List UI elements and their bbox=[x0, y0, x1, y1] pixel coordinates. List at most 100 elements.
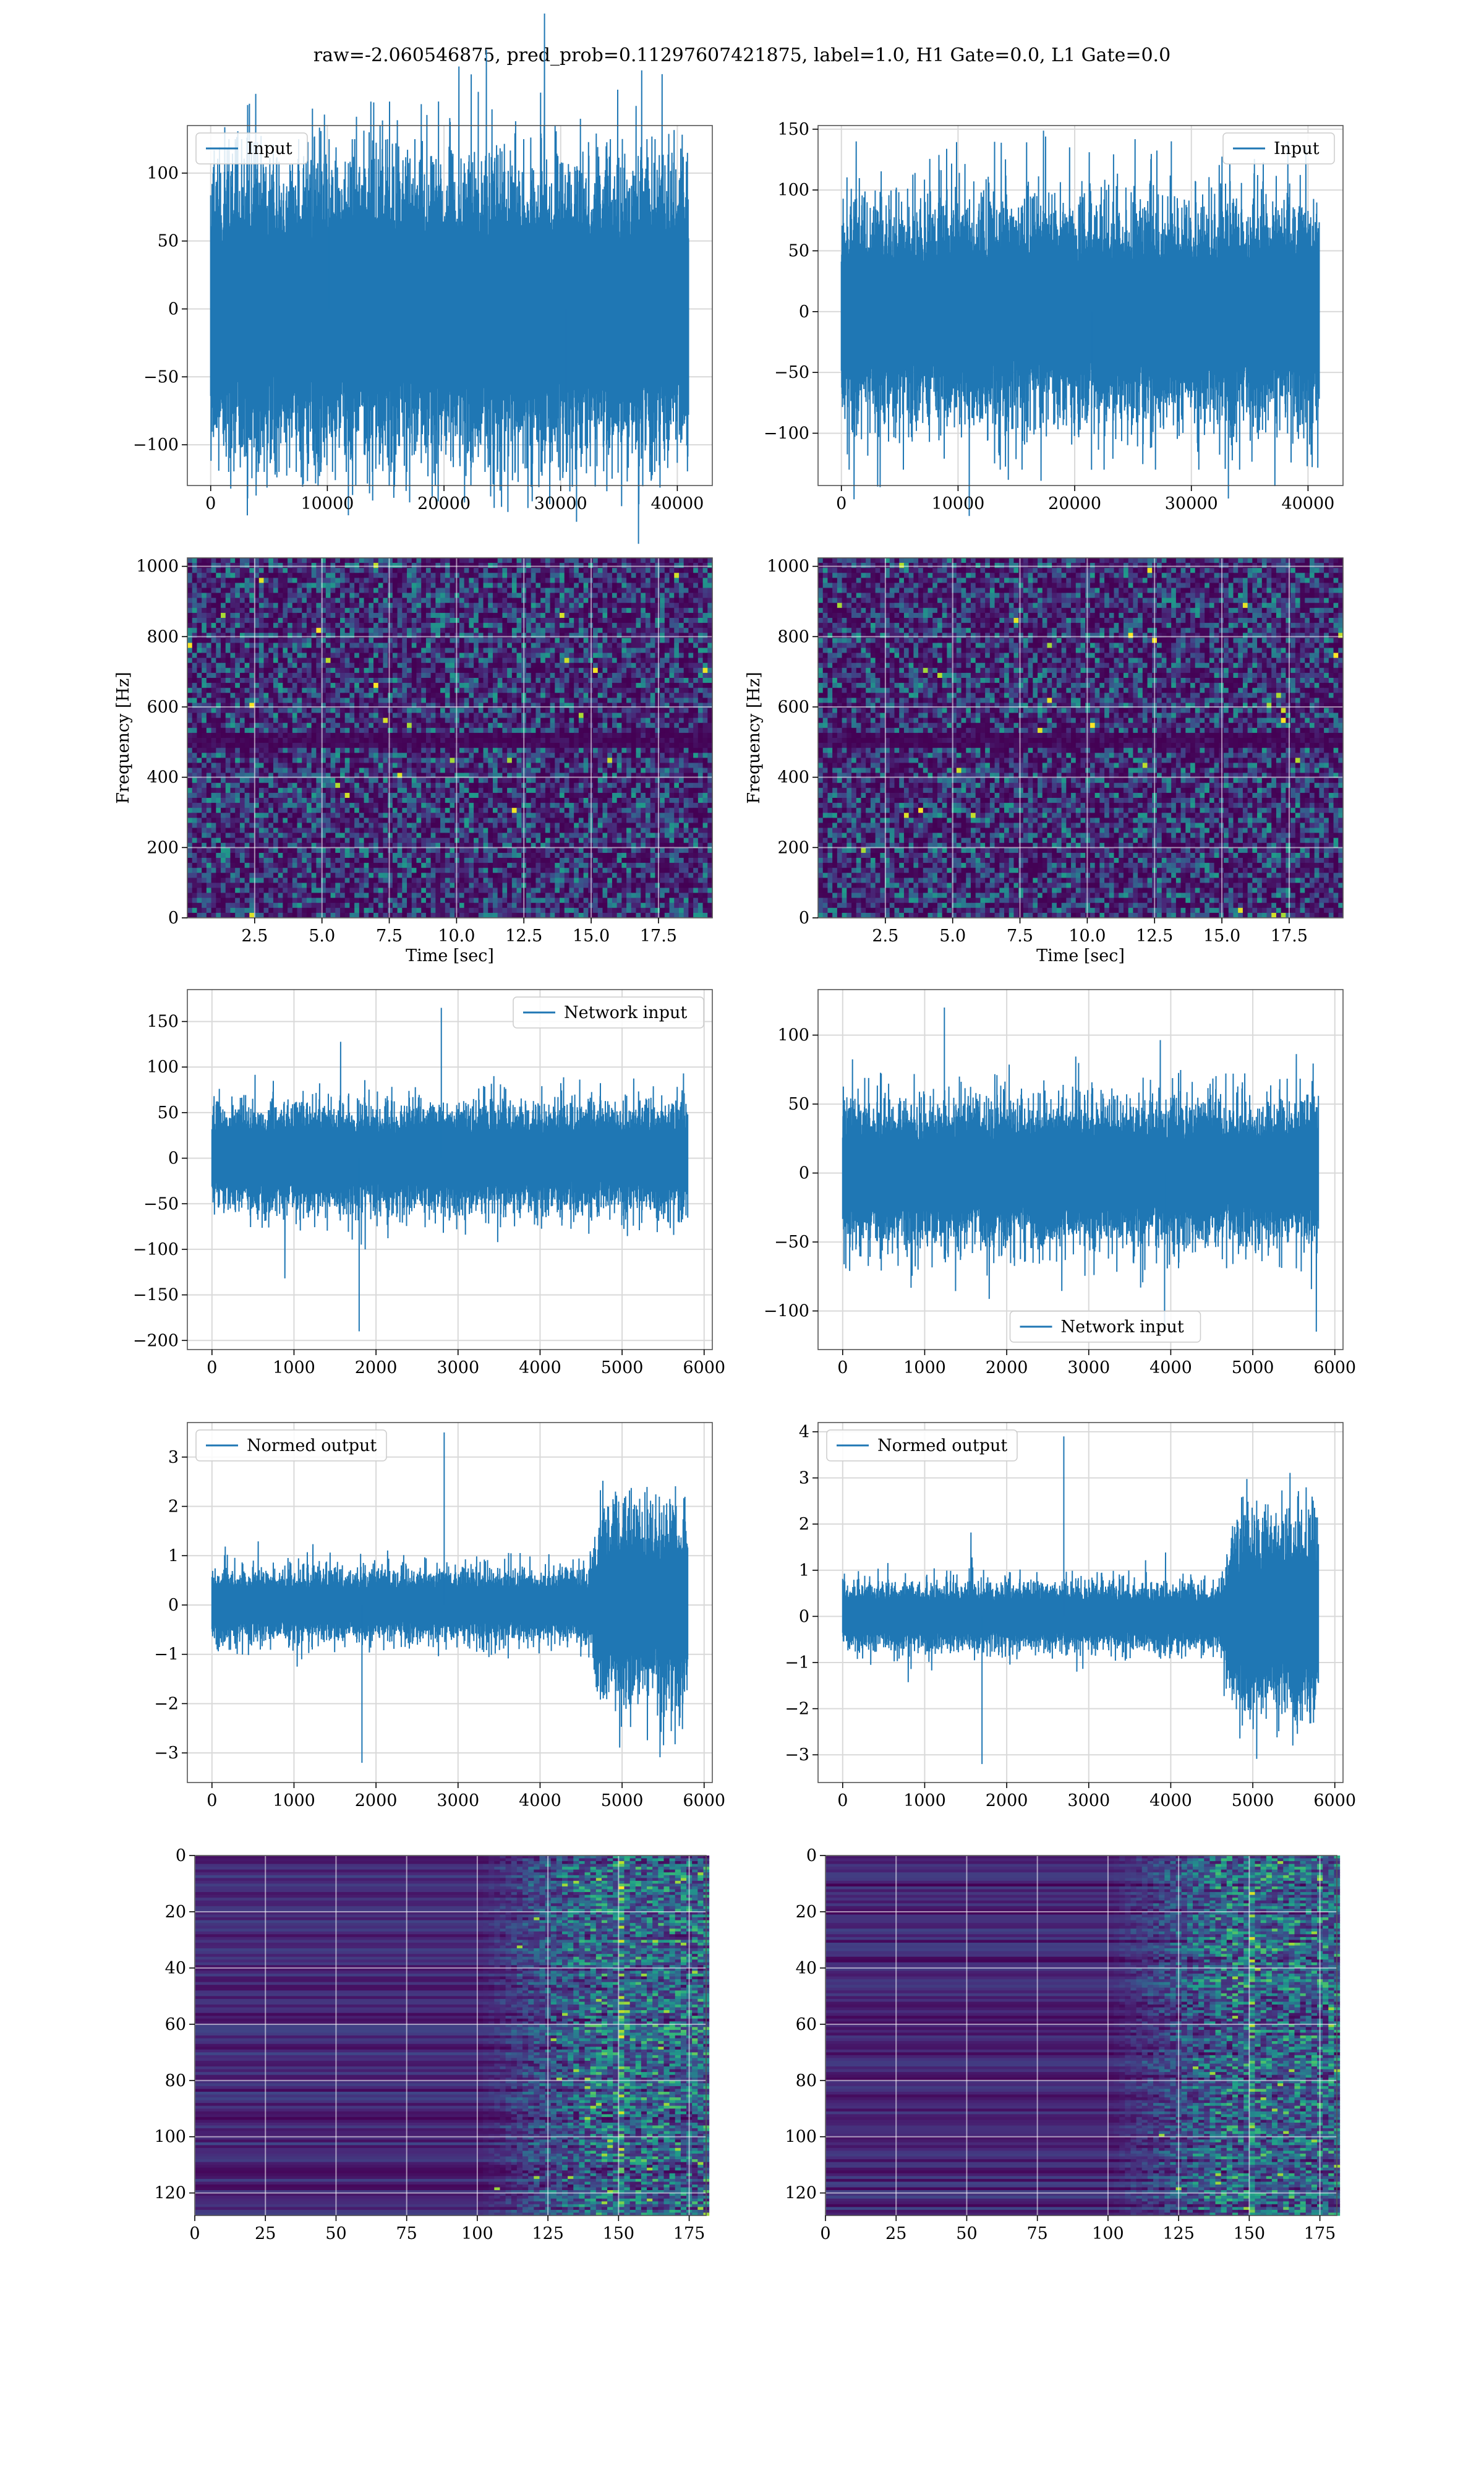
h1-normed-output-xtick-label: 1000 bbox=[273, 1791, 315, 1810]
h1-network-input-legend-label: Network input bbox=[564, 1003, 687, 1022]
h1-network-input-ytick-label: −100 bbox=[133, 1240, 179, 1259]
h1-feature-map-xtick-label: 50 bbox=[325, 2224, 346, 2243]
h1-normed-output-frame bbox=[187, 1422, 713, 1783]
l1-feature-map-frame bbox=[825, 1855, 1337, 2216]
l1-normed-output-xtick-label: 3000 bbox=[1067, 1791, 1110, 1810]
h1-normed-output-ytick-label: −2 bbox=[154, 1694, 179, 1713]
l1-spectrogram-ytick-label: 400 bbox=[777, 768, 809, 787]
l1-spectrogram-xlabel: Time [sec] bbox=[1036, 946, 1125, 965]
l1-network-input-ytick-label: 50 bbox=[788, 1095, 809, 1114]
h1-spectrogram-xtick-label: 2.5 bbox=[241, 927, 268, 946]
h1-normed-output-ytick-label: 0 bbox=[168, 1596, 179, 1615]
h1-input-ytick-label: −50 bbox=[143, 367, 179, 387]
l1-network-input-frame bbox=[817, 989, 1344, 1350]
h1-spectrogram-frame bbox=[187, 557, 713, 918]
h1-input-series-line bbox=[210, 13, 689, 544]
h1-spectrogram-xtick-label: 12.5 bbox=[505, 927, 542, 946]
l1-network-input-ytick-label: −50 bbox=[774, 1233, 809, 1252]
l1-feature-map-xtick-label: 25 bbox=[885, 2224, 906, 2243]
h1-spectrogram-xtick-label: 17.5 bbox=[640, 927, 677, 946]
h1-network-input-grid bbox=[187, 990, 712, 1350]
h1-spectrogram-ytick-label: 800 bbox=[147, 627, 179, 646]
h1-normed-output-legend-label: Normed output bbox=[247, 1436, 377, 1455]
l1-normed-output-ytick-label: −3 bbox=[785, 1745, 809, 1765]
l1-feature-map-xtick-label: 75 bbox=[1026, 2224, 1047, 2243]
l1-normed-output-ytick-label: 4 bbox=[799, 1423, 809, 1442]
l1-spectrogram-ytick-label: 600 bbox=[777, 698, 809, 717]
h1-network-input-ytick-label: 150 bbox=[147, 1012, 179, 1032]
h1-spectrogram-xlabel: Time [sec] bbox=[406, 946, 494, 965]
l1-network-input-series-line bbox=[842, 1040, 1320, 1332]
h1-input-legend: Input bbox=[195, 132, 308, 165]
l1-normed-output-grid bbox=[818, 1423, 1343, 1783]
l1-input-frame bbox=[817, 125, 1344, 486]
h1-feature-map-ytick-label: 80 bbox=[165, 2071, 186, 2091]
l1-feature-map-ytick-label: 60 bbox=[796, 2015, 817, 2034]
figure-title: raw=-2.060546875, pred_prob=0.1129760742… bbox=[0, 45, 1484, 66]
h1-feature-map-xtick-label: 150 bbox=[603, 2224, 635, 2243]
l1-input-legend-label: Input bbox=[1274, 139, 1320, 158]
h1-feature-map-xtick-label: 125 bbox=[532, 2224, 564, 2243]
h1-network-input-ytick-label: 100 bbox=[147, 1058, 179, 1077]
l1-spectrogram-xtick-label: 15.0 bbox=[1203, 927, 1240, 946]
l1-input-xtick-label: 0 bbox=[836, 494, 846, 513]
l1-input-grid bbox=[818, 126, 1343, 486]
h1-normed-output-xtick-label: 0 bbox=[207, 1791, 217, 1810]
h1-network-input-xtick-label: 4000 bbox=[519, 1358, 561, 1377]
l1-spectrogram-xtick-label: 17.5 bbox=[1271, 927, 1308, 946]
h1-input-frame bbox=[187, 125, 713, 486]
h1-normed-output-ytick-label: 3 bbox=[168, 1448, 179, 1467]
h1-network-input-legend: Network input bbox=[513, 996, 704, 1029]
h1-input-xtick-label: 10000 bbox=[301, 494, 354, 513]
l1-input-extreme-spikes bbox=[1091, 141, 1172, 470]
l1-feature-map-ytick-label: 80 bbox=[796, 2071, 817, 2091]
l1-normed-output-ytick-label: −2 bbox=[785, 1700, 809, 1719]
l1-spectrogram-ytick-label: 1000 bbox=[767, 557, 809, 576]
h1-spectrogram-xtick-label: 15.0 bbox=[573, 927, 610, 946]
l1-spectrogram-ytick-label: 0 bbox=[799, 909, 809, 928]
l1-spectrogram-xtick-label: 7.5 bbox=[1007, 927, 1033, 946]
l1-feature-map-ytick-label: 100 bbox=[785, 2128, 817, 2147]
h1-feature-map-xtick-label: 75 bbox=[396, 2224, 417, 2243]
h1-feature-map-ytick-label: 60 bbox=[165, 2015, 186, 2034]
h1-normed-output-series-line bbox=[211, 1481, 689, 1758]
h1-normed-output-extreme-spikes bbox=[361, 1432, 445, 1763]
h1-input-xtick-label: 30000 bbox=[534, 494, 587, 513]
h1-spectrogram-ylabel: Frequency [Hz] bbox=[114, 672, 133, 803]
l1-spectrogram-ylabel: Frequency [Hz] bbox=[744, 672, 764, 803]
h1-network-input-ytick-label: −200 bbox=[133, 1331, 179, 1350]
l1-input-xtick-label: 20000 bbox=[1048, 494, 1101, 513]
l1-normed-output-ytick-label: 1 bbox=[799, 1561, 809, 1580]
l1-feature-map-xtick-label: 100 bbox=[1092, 2224, 1124, 2243]
h1-network-input-xtick-label: 1000 bbox=[273, 1358, 315, 1377]
l1-feature-map-grid bbox=[825, 1855, 1337, 2215]
l1-normed-output-frame bbox=[817, 1422, 1344, 1783]
l1-normed-output-xtick-label: 2000 bbox=[986, 1791, 1028, 1810]
l1-network-input-ytick-label: 100 bbox=[777, 1026, 809, 1045]
l1-input-xtick-label: 30000 bbox=[1165, 494, 1218, 513]
h1-network-input-ytick-label: −150 bbox=[133, 1286, 179, 1305]
h1-spectrogram-ytick-label: 0 bbox=[168, 909, 179, 928]
l1-input-ytick-label: −50 bbox=[774, 363, 809, 382]
l1-normed-output-ytick-label: 2 bbox=[799, 1515, 809, 1534]
l1-network-input-legend-label: Network input bbox=[1061, 1317, 1184, 1337]
h1-network-input-ytick-label: 0 bbox=[168, 1149, 179, 1168]
l1-input-xtick-label: 40000 bbox=[1281, 494, 1334, 513]
l1-feature-map-xtick-label: 150 bbox=[1234, 2224, 1266, 2243]
l1-spectrogram-ytick-label: 800 bbox=[777, 627, 809, 646]
l1-network-input-xtick-label: 6000 bbox=[1313, 1358, 1356, 1377]
h1-spectrogram-cells bbox=[187, 558, 713, 918]
h1-feature-map-ytick-label: 0 bbox=[176, 1846, 186, 1865]
h1-input-ytick-label: 100 bbox=[147, 164, 179, 183]
l1-input-ytick-label: −100 bbox=[764, 424, 809, 443]
h1-network-input-frame bbox=[187, 989, 713, 1350]
l1-spectrogram-xtick-label: 10.0 bbox=[1068, 927, 1106, 946]
h1-input-ytick-label: 50 bbox=[158, 232, 179, 251]
